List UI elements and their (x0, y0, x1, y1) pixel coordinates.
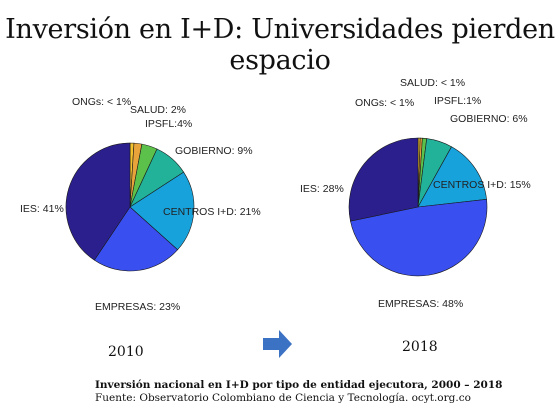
pie-slice-empresas-2018 (350, 199, 488, 277)
pie-slice-empresas-2010 (93, 206, 179, 272)
slice-label-salud-2010: SALUD: 2% (130, 104, 186, 116)
pie-slice-ies-2010 (65, 142, 131, 261)
slice-label-salud-2018: SALUD: < 1% (400, 77, 465, 89)
caption-line-1: Inversión nacional en I+D por tipo de en… (95, 379, 503, 391)
slice-label-centros-2018: CENTROS I+D: 15% (433, 179, 531, 191)
page-title: Inversión en I+D: Universidades pierden … (5, 14, 555, 76)
pie-slice-centros-2010 (129, 171, 195, 251)
caption-line-2: Fuente: Observatorio Colombiano de Cienc… (95, 392, 471, 404)
slice-label-ongs-2010: ONGs: < 1% (72, 96, 131, 108)
slice-label-ipsfl-2010: IPSFL:4% (145, 118, 192, 130)
pie-slice-centros-2018 (417, 146, 487, 208)
slice-label-gobierno-2010: GOBIERNO: 9% (175, 145, 253, 157)
slice-label-ies-2010: IES: 41% (20, 203, 64, 215)
slice-label-empresas-2010: EMPRESAS: 23% (95, 301, 180, 313)
year-label-2010: 2010 (108, 344, 144, 360)
slice-label-ies-2018: IES: 28% (300, 183, 344, 195)
pie-chart-2018 (348, 137, 488, 277)
right-arrow-icon (263, 330, 292, 358)
slice-label-ongs-2018: ONGs: < 1% (355, 97, 414, 109)
figure-caption: Inversión nacional en I+D por tipo de en… (95, 379, 502, 404)
slice-label-ipsfl-2018: IPSFL:1% (434, 95, 481, 107)
year-label-2018: 2018 (402, 339, 438, 355)
pie-slice-ies-2018 (348, 137, 419, 222)
slice-label-gobierno-2018: GOBIERNO: 6% (450, 113, 528, 125)
pie-chart-2010 (65, 142, 195, 272)
slice-label-empresas-2018: EMPRESAS: 48% (378, 298, 463, 310)
slice-label-centros-2010: CENTROS I+D: 21% (163, 206, 261, 218)
